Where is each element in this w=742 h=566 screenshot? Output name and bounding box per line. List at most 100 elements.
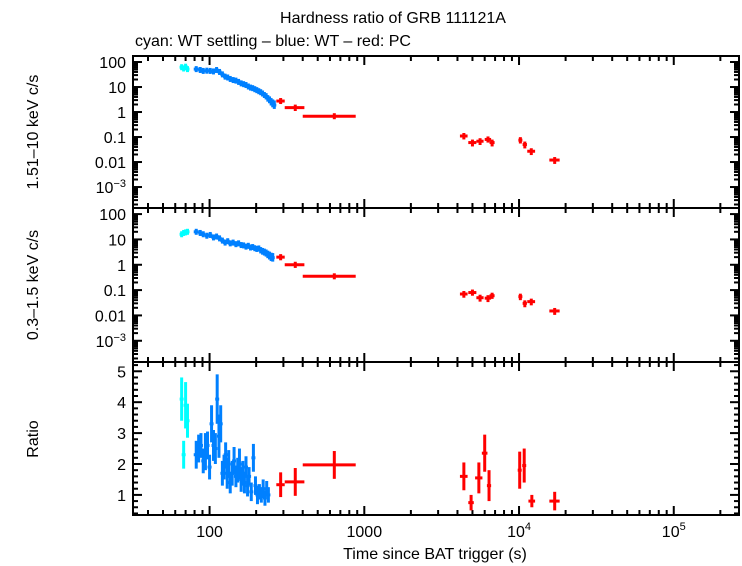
y-tick-label: 1: [117, 488, 126, 505]
data-point: [204, 232, 209, 239]
y-tick-label: 1: [117, 105, 126, 122]
data-point: [185, 403, 190, 438]
data-point: [484, 295, 492, 303]
data-point: [302, 273, 356, 280]
data-point: [272, 100, 277, 109]
panel-hard-band-rate: 100 10 1 0.1 0.01 10−3 1.51–10 keV c/s: [25, 55, 740, 209]
series-wt-settling: [179, 228, 190, 238]
data-point: [489, 139, 495, 147]
data-point: [468, 289, 477, 296]
data-point: [522, 300, 527, 308]
data-point: [209, 405, 214, 443]
y-tick-label: 100: [99, 207, 126, 224]
data-point: [284, 104, 305, 111]
data-point: [185, 66, 190, 73]
data-point: [522, 448, 527, 483]
y-tick-label: 5: [117, 364, 126, 381]
data-point: [302, 113, 356, 120]
data-point: [527, 148, 536, 156]
data-point: [201, 231, 206, 238]
data-point: [549, 157, 560, 164]
data-point: [198, 433, 203, 458]
x-tick-label: 1000: [347, 524, 383, 541]
y-tick-label: 1: [117, 258, 126, 275]
data-point: [486, 470, 492, 502]
data-point: [459, 291, 468, 298]
data-point: [276, 472, 285, 498]
y-tick-label: 10: [108, 80, 126, 97]
data-point: [549, 307, 560, 315]
y-tick-label: 0.1: [104, 283, 126, 300]
data-point: [262, 490, 267, 506]
data-point: [205, 431, 210, 460]
data-point: [468, 494, 474, 511]
plot-frame: [132, 361, 740, 516]
data-point: [217, 235, 222, 242]
data-point: [284, 261, 305, 268]
data-point: [181, 440, 186, 469]
data-point: [232, 447, 237, 475]
data-point: [518, 137, 523, 144]
data-point: [276, 98, 285, 105]
data-point: [208, 231, 213, 238]
y-tick-label: 10−3: [96, 178, 126, 197]
data-point: [517, 451, 522, 489]
series-pc: [276, 98, 560, 164]
data-point: [459, 132, 468, 140]
series-wt: [193, 228, 275, 262]
chart-title: Hardness ratio of GRB 111121A: [280, 10, 506, 27]
x-tick-label: 105: [662, 521, 686, 541]
data-point: [476, 138, 484, 145]
y-tick-label: 10: [108, 232, 126, 249]
x-tick-labels: 100 1000 104 105: [196, 521, 686, 541]
data-point: [266, 487, 271, 503]
y-tick-label: 10−3: [96, 332, 126, 351]
data-point: [528, 494, 536, 508]
series-wt-settling: [179, 63, 190, 73]
panel-hardness-ratio: 5 4 3 2 1 Ratio: [25, 361, 740, 516]
data-point: [549, 491, 560, 511]
data-point: [201, 67, 206, 74]
y-tick-label: 2: [117, 457, 126, 474]
data-point: [185, 228, 190, 235]
y-tick-label: 0.01: [95, 155, 126, 172]
data-point: [476, 294, 484, 302]
data-point: [251, 443, 256, 472]
data-point: [527, 298, 536, 306]
y-tick-label: 0.1: [104, 130, 126, 147]
chart-subtitle: cyan: WT settling – blue: WT – red: PC: [135, 33, 411, 50]
data-point: [261, 479, 266, 498]
panel-soft-band-rate: 100 10 1 0.1 0.01 10−3 0.3–1.5 keV c/s: [25, 207, 740, 363]
series-wt: [193, 374, 271, 506]
data-point: [468, 139, 477, 147]
y-tick-label: 100: [99, 55, 126, 72]
data-point: [237, 448, 242, 480]
data-point: [193, 228, 199, 235]
data-point: [218, 405, 223, 443]
data-point: [270, 253, 275, 262]
series-pc: [276, 434, 560, 511]
data-point: [193, 66, 199, 73]
data-point: [284, 468, 305, 496]
data-point: [522, 141, 527, 149]
y-axis-label: Ratio: [25, 420, 42, 457]
data-point: [244, 456, 249, 478]
data-point: [489, 292, 495, 299]
y-tick-label: 0.01: [95, 308, 126, 325]
x-tick-label: 100: [196, 524, 223, 541]
series-wt: [193, 66, 277, 109]
data-point: [214, 66, 219, 73]
y-axis-label: 1.51–10 keV c/s: [25, 75, 42, 190]
data-point: [179, 377, 184, 421]
data-point: [475, 462, 483, 494]
series-wt-settling: [179, 377, 190, 469]
data-point: [484, 136, 492, 143]
data-point: [459, 462, 468, 491]
x-axis-label: Time since BAT trigger (s): [343, 546, 527, 563]
plot-frame: [132, 207, 740, 363]
data-point: [214, 233, 219, 240]
data-point: [518, 293, 523, 301]
x-tick-label: 104: [507, 521, 531, 541]
series-pc: [276, 254, 560, 315]
